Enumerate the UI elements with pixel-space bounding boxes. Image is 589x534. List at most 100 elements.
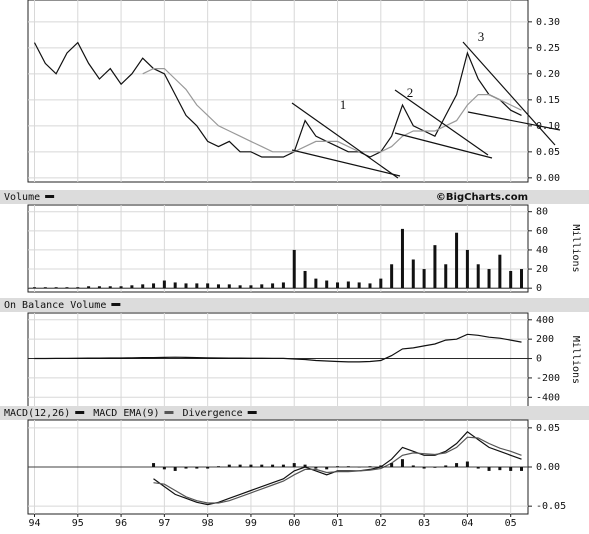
- bar: [87, 286, 91, 289]
- bar: [422, 269, 426, 289]
- bar: [520, 467, 524, 471]
- bar: [65, 287, 69, 289]
- bar: [303, 270, 307, 289]
- bar: [292, 249, 296, 289]
- bar: [206, 467, 210, 469]
- bar: [390, 463, 394, 467]
- bar: [97, 286, 101, 289]
- x-tick-label: 99: [245, 518, 257, 529]
- bar: [455, 463, 459, 467]
- x-tick-label: 95: [72, 518, 84, 529]
- bar: [249, 464, 253, 467]
- x-tick-label: 94: [28, 518, 40, 529]
- y-tick-label: 0: [536, 283, 542, 294]
- bar: [465, 461, 469, 467]
- legend-label: On Balance Volume: [4, 300, 106, 311]
- bar: [509, 467, 513, 471]
- bar: [336, 282, 340, 289]
- bar: [152, 283, 156, 289]
- legend-swatch: [247, 411, 257, 414]
- y-tick-label: -400: [536, 392, 560, 403]
- legend-swatch: [164, 411, 174, 414]
- annotation: 3: [478, 29, 485, 44]
- series-line: [33, 41, 522, 158]
- bar: [400, 459, 404, 467]
- bar: [216, 284, 220, 289]
- y-tick-label: -0.05: [536, 501, 566, 512]
- annotation: 2: [407, 85, 414, 100]
- bar: [465, 249, 469, 289]
- bar: [54, 287, 58, 289]
- bar: [433, 245, 437, 289]
- y-tick-label: 400: [536, 315, 554, 326]
- y-tick-label: 0.15: [536, 95, 560, 106]
- bar: [487, 269, 491, 289]
- bar: [119, 286, 123, 289]
- bar: [141, 284, 145, 289]
- bar: [314, 278, 318, 289]
- y-tick-label: -200: [536, 373, 560, 384]
- legend-label: Volume: [4, 192, 40, 203]
- legend-label: Divergence: [182, 408, 242, 419]
- source-label: ©BigCharts.com: [436, 192, 528, 203]
- trend-line: [394, 132, 493, 159]
- bar: [76, 287, 80, 289]
- plot-frame: [27, 204, 529, 293]
- panel-header: [0, 190, 589, 204]
- trend-line: [462, 41, 556, 146]
- bar: [281, 282, 285, 289]
- bar: [184, 283, 188, 289]
- bar: [195, 467, 199, 469]
- panel: 0 20 40 60 80 Millions Volume ©BigCharts.com: [0, 190, 589, 294]
- x-tick-label: 04: [461, 518, 473, 529]
- panel-header: [0, 298, 589, 312]
- bar: [152, 463, 156, 467]
- y-tick-label: 200: [536, 334, 554, 345]
- y-tick-label: 0.30: [536, 17, 560, 28]
- panel: 400 200 0 -200 -400 Millions On Balance Volume: [0, 298, 589, 408]
- y-tick-label: 0.10: [536, 121, 560, 132]
- bar: [184, 467, 188, 469]
- y-tick-label: 40: [536, 245, 548, 256]
- trend-line: [291, 149, 401, 177]
- bar: [238, 285, 242, 289]
- legend-swatch: [45, 195, 55, 198]
- y-tick-label: 0.00: [536, 173, 560, 184]
- x-tick-label: 05: [505, 518, 517, 529]
- bar: [314, 467, 318, 469]
- x-tick-label: 03: [418, 518, 430, 529]
- bar: [357, 282, 361, 289]
- legend-swatch: [111, 303, 121, 306]
- bar: [390, 264, 394, 289]
- x-tick-label: 96: [115, 518, 127, 529]
- y-tick-label: 0.25: [536, 43, 560, 54]
- bar: [227, 284, 231, 289]
- y-tick-label: 0.05: [536, 423, 560, 434]
- y-tick-label: 0: [536, 354, 542, 365]
- bar: [173, 467, 177, 471]
- bar: [379, 278, 383, 289]
- trend-lines: [291, 41, 561, 179]
- bar: [206, 283, 210, 289]
- bar: [520, 269, 524, 289]
- series-line: [153, 436, 522, 504]
- bar: [509, 270, 513, 289]
- plot-frame: [27, 0, 529, 183]
- bar: [422, 467, 426, 469]
- panel: 0.00 0.05 0.10 0.15 0.20 0.25 0.30 1 2 3: [27, 0, 560, 184]
- bar: [130, 285, 134, 289]
- x-tick-label: 98: [202, 518, 214, 529]
- series-line: [34, 333, 522, 363]
- y-tick-label: 0.00: [536, 462, 560, 473]
- y-tick-label: 80: [536, 207, 548, 218]
- panel: 0.05 0.00 -0.05 MACD(12,26) MACD EMA(9) Diver…: [0, 406, 589, 529]
- bar: [108, 286, 112, 289]
- annotation: 1: [340, 97, 347, 112]
- bar: [411, 465, 415, 467]
- bar: [346, 281, 350, 289]
- bar: [195, 283, 199, 289]
- trend-line: [291, 102, 399, 179]
- bar: [498, 467, 502, 471]
- y-axis-label: Millions: [570, 336, 581, 384]
